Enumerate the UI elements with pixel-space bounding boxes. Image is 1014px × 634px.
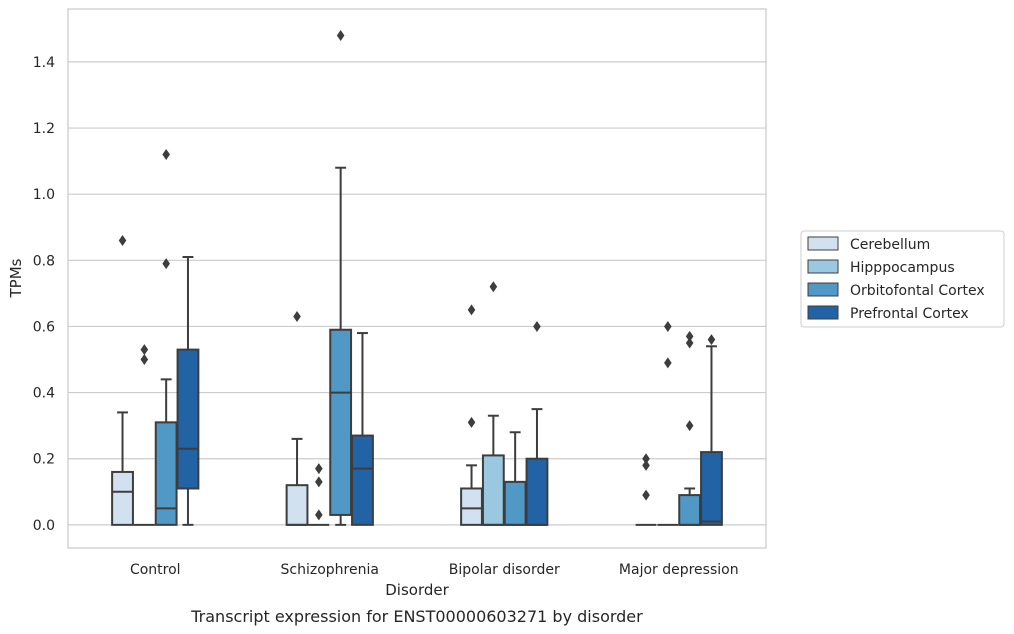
box-group <box>176 256 200 526</box>
box-group <box>700 334 723 526</box>
x-axis-title: Disorder <box>385 581 449 599</box>
box-body <box>329 328 353 516</box>
box-body <box>678 494 702 526</box>
y-tick-label: 0.6 <box>33 319 55 335</box>
legend-label: Cerebellum <box>850 237 930 253</box>
x-tick-label: Major depression <box>619 562 739 578</box>
outlier-point <box>642 459 650 471</box>
y-tick-label: 0.4 <box>33 386 55 402</box>
y-tick-label: 0.8 <box>33 253 55 269</box>
box-group <box>460 304 483 526</box>
outlier-point <box>293 311 301 323</box>
box-body <box>503 480 527 526</box>
box-group <box>285 311 309 526</box>
outlier-point <box>467 304 476 316</box>
y-tick-labels: 0.0 0.2 0.4 0.6 0.8 1.0 1.2 1.4 <box>33 55 55 534</box>
legend: Cerebellum Hipppocampus Orbitofontal Corte… <box>800 230 1005 328</box>
outlier-point <box>140 354 149 366</box>
x-tick-labels: Control Schizophrenia Bipolar disorder Majo… <box>130 562 739 578</box>
legend-label: Hipppocampus <box>850 260 955 276</box>
legend-swatch <box>807 282 839 297</box>
outlier-point <box>707 334 716 346</box>
outlier-point <box>642 489 650 501</box>
box-group <box>154 148 178 526</box>
y-tick-label: 1.4 <box>33 55 55 71</box>
y-tick-label: 1.0 <box>33 187 55 203</box>
y-tick-label: 1.2 <box>33 121 55 137</box>
outlier-point <box>140 344 149 356</box>
legend-swatch <box>807 259 839 274</box>
x-tick-label: Bipolar disorder <box>449 562 560 578</box>
x-tick-label: Schizophrenia <box>281 562 379 578</box>
outlier-point <box>685 337 694 349</box>
x-tick-label: Control <box>130 562 181 578</box>
outlier-point <box>467 416 476 428</box>
legend-label: Orbitofontal Cortex <box>850 283 985 299</box>
box-body <box>700 451 723 526</box>
box-group <box>111 234 134 526</box>
box-body <box>285 484 309 526</box>
box-body <box>525 457 549 526</box>
outlier-point <box>664 357 672 369</box>
box-body <box>154 421 178 526</box>
legend-frame <box>800 230 1005 328</box>
box-group <box>481 281 505 526</box>
outlier-point <box>315 509 323 521</box>
outlier-point <box>664 320 672 332</box>
outlier-point <box>685 330 694 342</box>
outlier-point <box>336 29 345 41</box>
box-body <box>481 454 505 526</box>
box-body <box>460 487 483 526</box>
outlier-point <box>162 148 170 160</box>
chart-caption: Transcript expression for ENST0000060327… <box>190 607 643 626</box>
plot-area-frame <box>67 8 767 549</box>
box-body <box>111 470 134 526</box>
outlier-point <box>685 420 694 432</box>
box-group <box>635 453 657 526</box>
box-group <box>351 332 374 526</box>
outlier-point <box>642 453 650 465</box>
box-group <box>133 344 155 526</box>
outlier-point <box>118 234 127 246</box>
box-group <box>678 330 702 526</box>
legend-label: Prefrontal Cortex <box>850 306 969 322</box>
outlier-point <box>162 258 170 270</box>
y-tick-label: 0.2 <box>33 452 55 468</box>
box-group <box>657 320 679 526</box>
box-group <box>525 320 549 526</box>
outlier-point <box>315 463 323 475</box>
box-group <box>503 431 527 526</box>
boxes-layer <box>111 29 723 526</box>
y-tick-label: 0.0 <box>33 518 55 534</box>
box-body <box>176 348 200 490</box>
outlier-point <box>315 476 323 488</box>
legend-swatch <box>807 236 839 251</box>
outlier-point <box>533 320 541 332</box>
box-group <box>308 463 330 526</box>
outlier-point <box>489 281 498 293</box>
box-group <box>329 29 353 526</box>
legend-swatch <box>807 305 839 320</box>
box-body <box>351 434 374 526</box>
y-axis-title: TPMs <box>7 258 25 298</box>
